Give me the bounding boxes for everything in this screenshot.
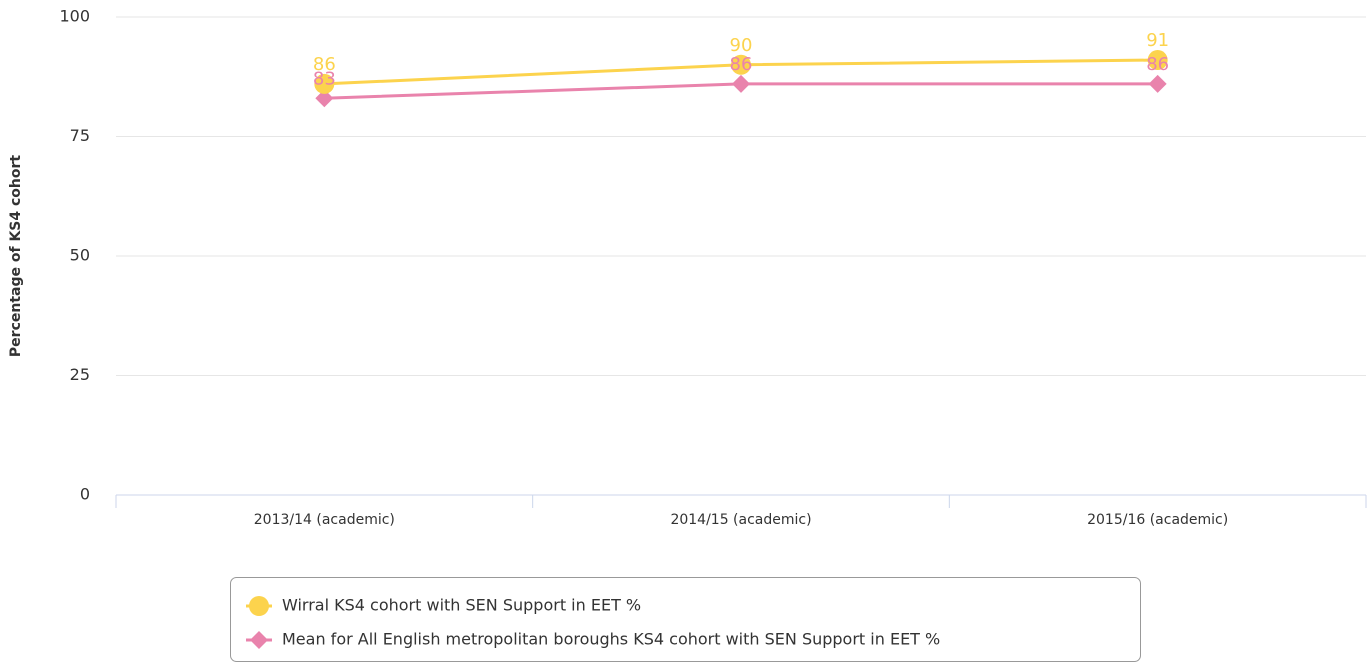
data-point <box>1148 74 1167 93</box>
legend-label: Mean for All English metropolitan boroug… <box>282 630 940 649</box>
data-label: 90 <box>730 35 753 56</box>
x-tick-label: 2014/15 (academic) <box>670 512 811 528</box>
legend-marker <box>250 631 268 649</box>
y-tick-label: 25 <box>70 365 90 384</box>
y-axis-title: Percentage of KS4 cohort <box>8 155 24 357</box>
data-label: 86 <box>1146 54 1169 75</box>
legend-marker <box>249 596 269 616</box>
y-tick-label: 75 <box>70 126 90 145</box>
data-point <box>1147 50 1168 71</box>
x-tick-label: 2015/16 (academic) <box>1087 512 1228 528</box>
data-point <box>731 54 751 75</box>
x-tick-label: 2013/14 (academic) <box>254 512 395 528</box>
data-label: 91 <box>1146 30 1169 51</box>
data-point <box>314 73 335 94</box>
data-label: 83 <box>313 68 336 89</box>
y-tick-label: 100 <box>59 7 90 26</box>
legend-box <box>230 577 1141 662</box>
data-label: 86 <box>313 54 336 75</box>
legend-label: Wirral KS4 cohort with SEN Support in EE… <box>282 596 641 615</box>
data-point <box>315 89 334 108</box>
y-tick-label: 0 <box>80 485 90 504</box>
data-label: 86 <box>730 54 753 75</box>
y-tick-label: 50 <box>70 246 90 265</box>
data-point <box>732 74 750 93</box>
